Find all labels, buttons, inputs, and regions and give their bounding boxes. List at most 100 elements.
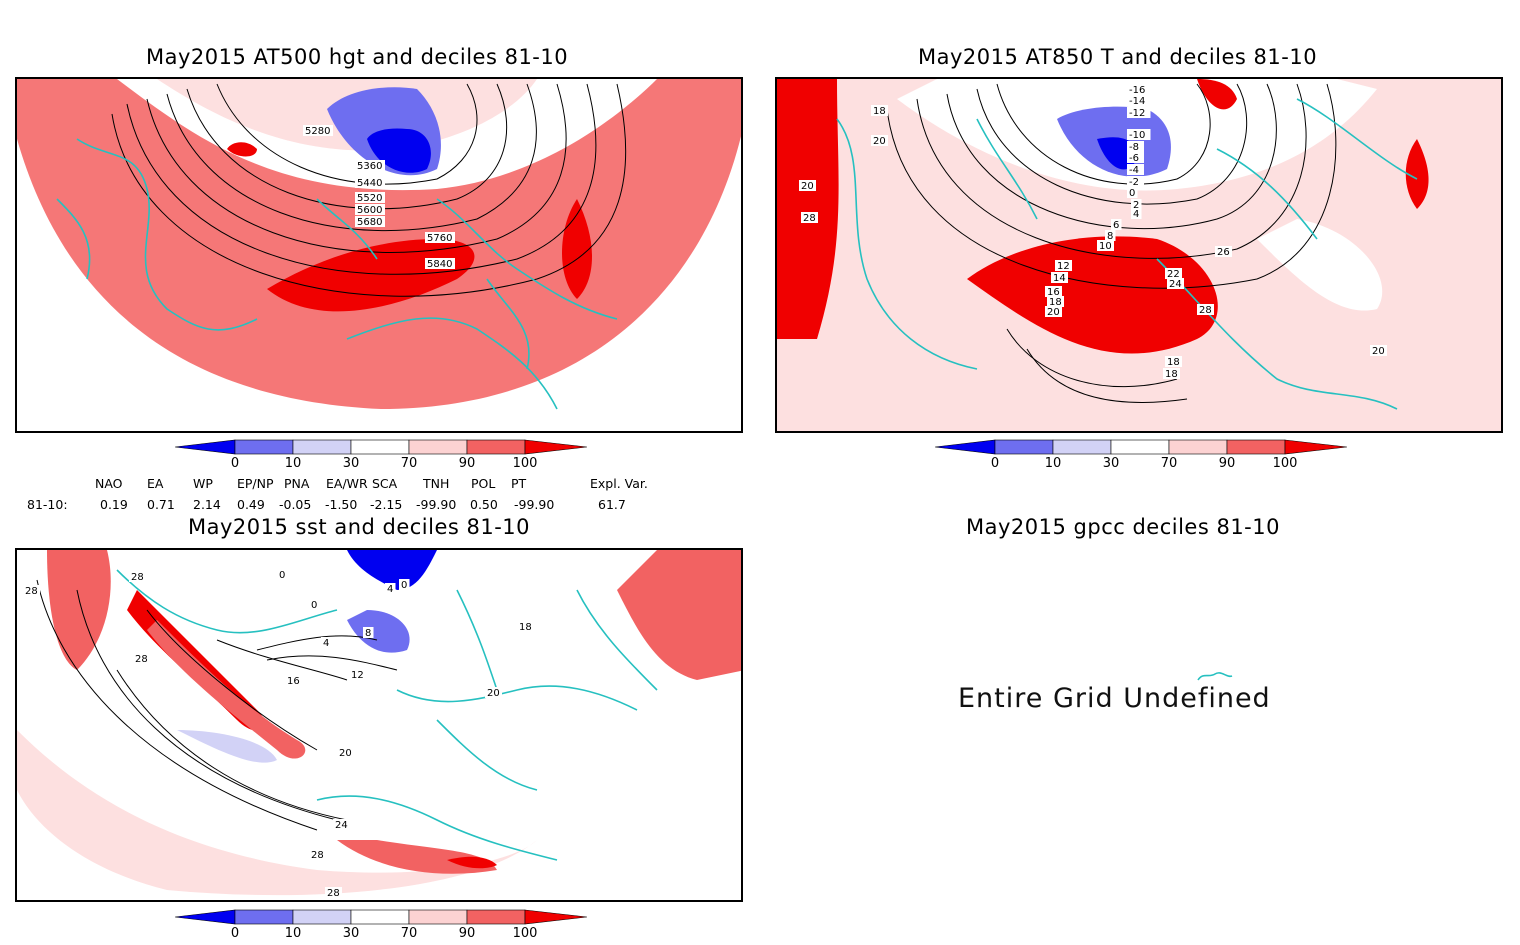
colorbar-segment: [408, 909, 468, 925]
contour-label-bg: [363, 627, 374, 638]
contour-label-bg: [1051, 272, 1068, 283]
contour-label-bg: [1197, 304, 1214, 315]
contour-label: 26: [1217, 247, 1230, 258]
index-header: WP: [193, 476, 213, 491]
contour-label: 24: [335, 820, 348, 831]
colorbar-tick-label: 0: [230, 456, 240, 471]
contour-label: 5280: [305, 126, 330, 137]
index-row-label: 81-10:: [27, 497, 68, 512]
contour-label: 18: [519, 622, 532, 633]
contour-label-bg: [355, 177, 385, 188]
index-value: -1.50: [325, 497, 358, 512]
index-value: -2.15: [370, 497, 403, 512]
contour-label: 20: [801, 181, 814, 192]
colorbar-segment: [175, 439, 236, 455]
colorbar-segment: [1052, 439, 1112, 455]
contour-label: 0: [279, 570, 285, 581]
contour-label-bg: [349, 669, 366, 680]
contour-label-bg: [1370, 345, 1387, 356]
contour-label: -8: [1129, 142, 1139, 153]
contour-label: 16: [1047, 287, 1060, 298]
contour-label-bg: [1055, 260, 1072, 271]
index-header: PT: [511, 476, 527, 491]
contour-label: 12: [1057, 261, 1070, 272]
contour-label: 4: [323, 638, 329, 649]
contour-label-bg: [355, 192, 385, 203]
contour-label-bg: [1131, 208, 1142, 219]
colorbar-segment: [175, 909, 236, 925]
index-value: 61.7: [598, 497, 626, 512]
contour-label-bg: [1127, 187, 1138, 198]
contour-label: 14: [1053, 273, 1066, 284]
contour-label: -14: [1129, 96, 1145, 107]
contour-label-bg: [133, 653, 150, 664]
index-header: NAO: [95, 476, 123, 491]
contour-label-bg: [425, 232, 455, 243]
contour-label-bg: [1097, 240, 1114, 251]
colorbar-segment: [408, 439, 468, 455]
contour-label-bg: [1165, 356, 1182, 367]
index-header: TNH: [423, 476, 450, 491]
colorbar-segment: [524, 439, 587, 455]
contour-label: 4: [387, 584, 393, 595]
index-value: -99.90: [416, 497, 457, 512]
colorbar-hgt500: 0 10 30 70 90 100: [175, 439, 587, 475]
colorbar-tick-label: 70: [400, 926, 418, 941]
colorbar-tick-label: 30: [1102, 456, 1120, 471]
index-header: EP/NP: [237, 476, 274, 491]
index-header: SCA: [372, 476, 398, 491]
contour-label-bg: [321, 637, 332, 648]
contour-label: 28: [131, 572, 144, 583]
contour-label: 5680: [357, 217, 382, 228]
contour-label: 20: [873, 136, 886, 147]
index-value: -99.90: [514, 497, 555, 512]
colorbar-tick-label: 100: [1272, 456, 1298, 471]
colorbar-segment: [994, 439, 1054, 455]
contour-label-bg: [1127, 129, 1151, 140]
contour-label: 12: [351, 670, 364, 681]
colorbar-segment: [292, 909, 352, 925]
contour-label: 28: [803, 213, 816, 224]
contour-label-bg: [1047, 296, 1064, 307]
colorbar-segment: [292, 439, 352, 455]
contour-label: 5360: [357, 161, 382, 172]
colorbar-segment: [1110, 439, 1170, 455]
colorbar-tick-label: 90: [458, 456, 476, 471]
contour-label: -4: [1129, 165, 1139, 176]
contour-label-bg: [1127, 84, 1151, 95]
contour-label-bg: [1105, 230, 1116, 241]
index-value: 0.50: [470, 497, 498, 512]
index-header: EA: [147, 476, 164, 491]
contour-label: 5760: [427, 233, 452, 244]
contour-label: -6: [1129, 153, 1139, 164]
contour-label: 20: [339, 748, 352, 759]
contour-label-bg: [1127, 107, 1151, 118]
contour-label: 10: [1099, 241, 1112, 252]
contour-label-bg: [1131, 199, 1142, 210]
panel-title-gpcc: May2015 gpcc deciles 81-10: [966, 515, 1280, 539]
contour-label: 28: [25, 586, 38, 597]
contour-label: 8: [1107, 231, 1113, 242]
index-value: -0.05: [279, 497, 312, 512]
colorbar-segment: [1226, 439, 1286, 455]
colorbar-segment: [524, 909, 587, 925]
contour-label: -16: [1129, 85, 1145, 96]
panel-title-hgt500: May2015 AT500 hgt and deciles 81-10: [146, 45, 569, 69]
contour-label-bg: [425, 258, 455, 269]
colorbar-tick-label: 10: [1044, 456, 1062, 471]
colorbar-tick-label: 10: [284, 456, 302, 471]
contour-label: 28: [135, 654, 148, 665]
index-value: 2.14: [193, 497, 221, 512]
colorbar-segment: [234, 439, 294, 455]
contour-label-bg: [277, 569, 288, 580]
contour-label: -2: [1129, 177, 1139, 188]
contour-label-bg: [129, 571, 146, 582]
contour-label-bg: [1111, 219, 1122, 230]
contour-label-bg: [1165, 268, 1182, 279]
contour-label: 0: [311, 600, 317, 611]
contour-label-bg: [485, 687, 502, 698]
contour-label-bg: [23, 585, 40, 596]
contour-label: 18: [1165, 369, 1178, 380]
contour-label-bg: [355, 204, 385, 215]
contour-label-bg: [871, 135, 888, 146]
